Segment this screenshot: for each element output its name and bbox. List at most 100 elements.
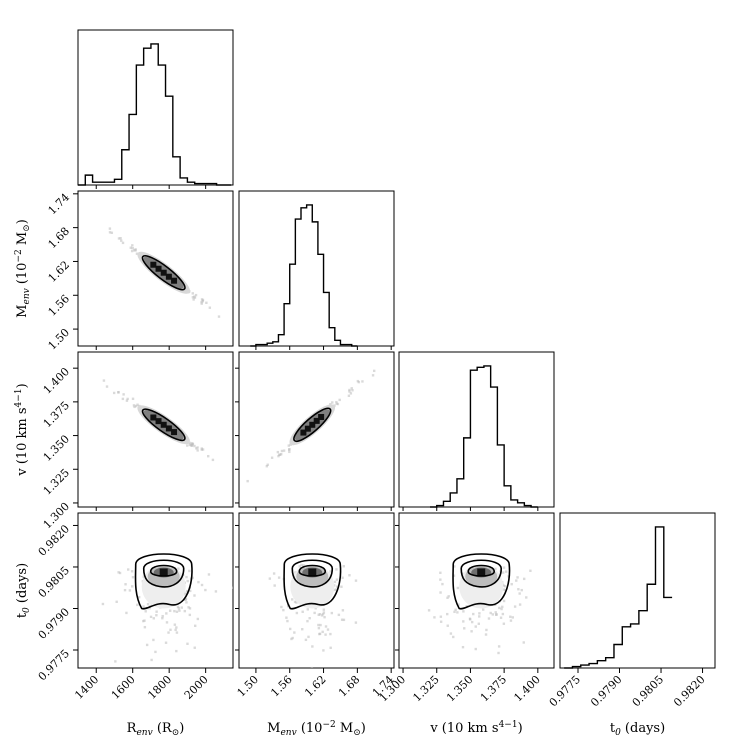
sample-point	[169, 628, 172, 632]
density-peak-cell	[477, 568, 486, 576]
sample-point	[313, 611, 316, 615]
sample-point	[196, 446, 199, 449]
sample-point	[270, 456, 274, 459]
x-tick-label: 1.56	[268, 673, 295, 700]
sample-point	[301, 610, 304, 613]
sample-point	[333, 580, 337, 584]
sample-point	[189, 589, 192, 593]
sample-point	[193, 594, 196, 597]
y-tick-label: 0.9820	[36, 522, 72, 558]
contour-inner	[298, 564, 327, 577]
density-peak-cell	[150, 414, 157, 421]
sample-point	[196, 449, 199, 452]
density-peak-cell	[300, 429, 307, 436]
sample-point	[188, 569, 191, 573]
sample-point	[452, 635, 455, 639]
sample-point	[188, 607, 192, 610]
sample-point	[200, 583, 204, 587]
sample-point	[354, 621, 358, 624]
y-tick-label: 1.400	[41, 365, 72, 396]
sample-point	[186, 444, 189, 447]
sample-point	[184, 592, 187, 596]
y-tick-label: 1.300	[41, 500, 72, 531]
sample-point	[268, 577, 272, 580]
sample-point	[529, 569, 532, 572]
x-tick-label: 0.9820	[671, 673, 707, 709]
y-tick-label: 1.350	[41, 432, 72, 463]
sample-point	[149, 615, 153, 619]
sample-point	[130, 570, 134, 573]
histogram-step-R_env	[78, 43, 232, 186]
x-tick-label: 2000	[182, 673, 211, 702]
sample-point	[125, 399, 129, 402]
sample-point	[478, 615, 481, 618]
sample-point	[130, 249, 134, 253]
y-tick-label: 1.375	[41, 399, 72, 430]
sample-point	[174, 628, 177, 632]
sample-point	[318, 632, 321, 636]
sample-point	[338, 398, 341, 402]
x-tick-label: 1.375	[478, 673, 509, 704]
sample-point	[446, 612, 449, 616]
sample-point	[277, 576, 281, 579]
sample-point	[329, 403, 332, 406]
sample-point	[280, 605, 283, 609]
density-R_env-vs-M_env	[77, 190, 234, 347]
sample-point	[446, 596, 449, 599]
sample-point	[307, 635, 310, 639]
sample-point	[505, 570, 508, 573]
sample-point	[132, 404, 136, 407]
y-tick-label: 1.74	[46, 191, 73, 218]
sample-point	[127, 568, 130, 571]
sample-point	[503, 585, 507, 588]
sample-point	[108, 231, 112, 234]
contour-mid	[460, 559, 503, 588]
contour-mid	[291, 559, 334, 588]
sample-point	[329, 632, 332, 636]
sample-point	[155, 614, 158, 617]
sample-point	[522, 577, 526, 581]
sample-point	[306, 608, 309, 611]
sample-point	[484, 633, 488, 636]
sample-point	[439, 578, 442, 581]
sample-point	[200, 300, 203, 304]
sample-point	[177, 607, 181, 610]
sample-point	[515, 579, 518, 582]
sample-point	[341, 576, 344, 579]
sample-point	[433, 616, 436, 619]
sample-point	[340, 618, 344, 621]
sample-point	[176, 605, 180, 609]
sample-point	[197, 580, 200, 584]
sample-point	[335, 578, 339, 581]
sample-point	[143, 619, 146, 622]
sample-point	[167, 631, 170, 634]
sample-point	[485, 628, 488, 632]
sample-point	[502, 566, 506, 569]
sample-point	[439, 571, 442, 574]
sample-point	[278, 453, 281, 457]
panel-frame	[559, 512, 716, 669]
sample-point	[186, 579, 189, 583]
sample-point	[439, 615, 443, 618]
sample-point	[465, 605, 468, 608]
sample-point	[310, 666, 314, 668]
sample-point	[175, 649, 178, 653]
density-peak-cell	[160, 421, 167, 428]
sample-point	[335, 400, 338, 404]
sample-point	[470, 620, 474, 624]
sample-point	[152, 617, 155, 620]
sample-point	[289, 443, 292, 446]
sample-point	[273, 584, 276, 587]
panel-frame	[238, 351, 395, 508]
sample-point	[322, 649, 325, 652]
sample-point	[150, 658, 153, 662]
sample-point	[474, 625, 477, 628]
sample-point	[148, 607, 151, 610]
sample-point	[348, 390, 351, 393]
sample-point	[118, 571, 122, 575]
x-axis-label-t0: t0 (days)	[610, 721, 665, 738]
sample-point	[513, 605, 517, 608]
sample-point	[516, 576, 519, 579]
sample-point	[112, 391, 116, 395]
sample-point	[518, 592, 521, 595]
